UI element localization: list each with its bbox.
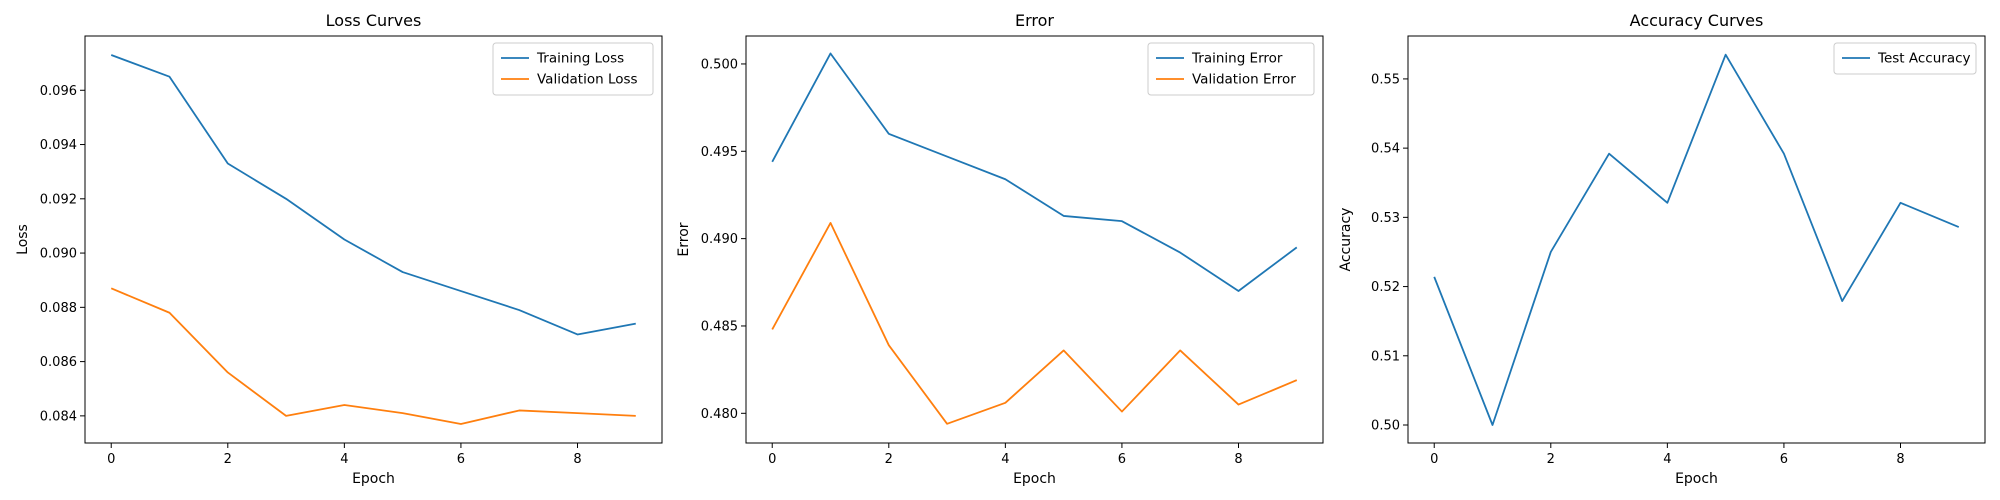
y-tick-label: 0.52 <box>1371 280 1400 295</box>
x-tick-label: 8 <box>1896 452 1904 467</box>
legend: Test Accuracy <box>1833 42 1977 75</box>
y-tick-label: 0.086 <box>40 355 77 370</box>
x-tick-label: 0 <box>107 452 115 467</box>
x-tick-label: 6 <box>1118 452 1126 467</box>
x-tick-label: 6 <box>1780 452 1788 467</box>
x-axis-label: Epoch <box>352 471 395 487</box>
legend-box <box>1833 42 1977 75</box>
x-tick-label: 2 <box>1547 452 1555 467</box>
legend-box <box>1147 42 1315 96</box>
x-tick-label: 4 <box>340 452 348 467</box>
legend-box <box>492 42 654 96</box>
x-tick-label: 6 <box>457 452 465 467</box>
x-tick-label: 4 <box>1001 452 1009 467</box>
legend-entry: Training Error <box>1191 51 1283 67</box>
y-tick-label: 0.084 <box>40 409 77 424</box>
y-tick-label: 0.50 <box>1371 419 1400 434</box>
x-tick-label: 2 <box>224 452 232 467</box>
x-axis-label: Epoch <box>1013 471 1056 487</box>
x-tick-label: 8 <box>1234 452 1242 467</box>
legend-entry: Training Loss <box>536 51 624 67</box>
y-tick-label: 0.480 <box>701 407 738 422</box>
plot-frame <box>745 35 1324 444</box>
legend: Training Loss Validation Loss <box>492 42 654 96</box>
y-tick-label: 0.090 <box>40 247 77 262</box>
x-axis-label: Epoch <box>1675 471 1718 487</box>
chart-panel-1: Error 0 2 4 6 8 0.480 0.485 0.490 0.495 0.500 Epoch… <box>676 11 1324 487</box>
legend: Training Error Validation Error <box>1147 42 1315 96</box>
legend-entry: Validation Error <box>1192 72 1296 88</box>
y-tick-label: 0.490 <box>701 232 738 247</box>
y-axis-label: Error <box>676 222 692 256</box>
y-tick-label: 0.495 <box>701 145 738 160</box>
chart-panel-0: Loss Curves 0 2 4 6 8 0.084 0.086 0.088 0.090 0.09… <box>15 11 663 487</box>
legend-entry: Test Accuracy <box>1877 51 1971 67</box>
y-tick-label: 0.096 <box>40 84 77 99</box>
y-tick-label: 0.500 <box>701 57 738 72</box>
y-tick-label: 0.54 <box>1371 142 1400 157</box>
x-tick-label: 8 <box>573 452 581 467</box>
series-line-validation-loss <box>110 287 636 425</box>
chart-title: Accuracy Curves <box>1630 11 1764 30</box>
legend-entry: Validation Loss <box>537 72 638 88</box>
series-line-training-error <box>771 52 1298 292</box>
series-line-training-loss <box>110 54 636 336</box>
chart-title: Error <box>1015 11 1054 30</box>
y-axis-label: Loss <box>15 224 31 255</box>
series-line-validation-error <box>771 222 1298 425</box>
y-tick-label: 0.088 <box>40 301 77 316</box>
y-axis-label: Accuracy <box>1338 208 1354 272</box>
y-tick-label: 0.55 <box>1371 72 1400 87</box>
y-tick-label: 0.094 <box>40 138 77 153</box>
plot-frame <box>84 35 663 444</box>
chart-panel-2: Accuracy Curves 0 2 4 6 8 0.50 0.51 0.52 0.53 0.54… <box>1338 11 1986 487</box>
chart-title: Loss Curves <box>326 11 422 30</box>
y-tick-label: 0.092 <box>40 192 77 207</box>
y-tick-label: 0.53 <box>1371 211 1400 226</box>
series-line-test-accuracy <box>1433 53 1960 426</box>
x-tick-label: 2 <box>885 452 893 467</box>
x-tick-label: 0 <box>768 452 776 467</box>
y-tick-label: 0.51 <box>1371 349 1400 364</box>
x-tick-label: 0 <box>1430 452 1438 467</box>
x-tick-label: 4 <box>1663 452 1671 467</box>
y-tick-label: 0.485 <box>701 319 738 334</box>
plot-frame <box>1407 35 1986 444</box>
